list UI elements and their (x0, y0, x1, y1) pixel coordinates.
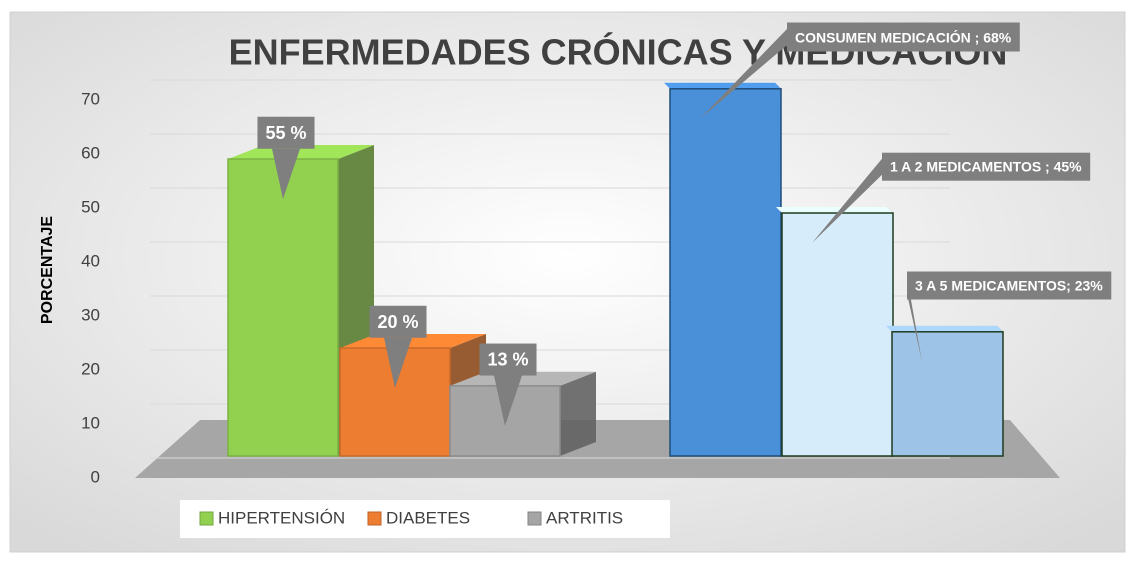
bar (449, 371, 596, 457)
y-tick-label: 0 (91, 467, 100, 486)
legend-swatch (527, 511, 542, 526)
legend-swatch (199, 511, 214, 526)
legend-label: ARTRITIS (546, 508, 623, 527)
data-label-box (882, 152, 1091, 181)
data-label-box (479, 343, 537, 376)
bar-front (227, 158, 339, 457)
bar-front (891, 331, 1004, 457)
bar (886, 325, 1004, 457)
y-tick-label: 40 (81, 251, 100, 270)
bar-top (664, 82, 781, 89)
data-label-pointer (384, 337, 412, 388)
y-tick-label: 20 (81, 359, 100, 378)
data-label-pointer (494, 375, 522, 426)
y-axis-label: PORCENTAJE (39, 216, 56, 324)
legend-box (180, 500, 670, 538)
data-label: 13 % (487, 350, 528, 370)
bar-top (886, 325, 1003, 332)
data-label-box (369, 305, 427, 338)
data-label-box (787, 22, 1020, 52)
bar (664, 82, 782, 457)
y-tick-label: 10 (81, 413, 100, 432)
bar (776, 207, 894, 457)
legend-label: HIPERTENSIÓN (218, 508, 345, 527)
data-label-pointer (272, 148, 300, 199)
data-label: 20 % (377, 312, 418, 332)
bar-top (776, 207, 893, 213)
y-tick-label: 30 (81, 305, 100, 324)
y-tick-label: 60 (81, 143, 100, 162)
y-tick-label: 70 (81, 89, 100, 108)
data-label: 55 % (265, 123, 306, 143)
legend-swatch (367, 511, 382, 526)
data-label-pointer (700, 29, 787, 119)
legend-label: DIABETES (386, 508, 470, 527)
data-label: 1 A 2 MEDICAMENTOS ; 45% (890, 159, 1082, 175)
bar-front (781, 212, 894, 457)
data-label-box (907, 271, 1112, 300)
data-label: 3 A 5 MEDICAMENTOS; 23% (915, 278, 1103, 294)
bar-front (669, 88, 782, 457)
data-label: CONSUMEN MEDICACIÓN ; 68% (795, 29, 1012, 46)
data-label-box (257, 116, 315, 149)
bar-side (560, 371, 596, 456)
data-label-pointer (812, 158, 882, 243)
y-tick-label: 50 (81, 197, 100, 216)
data-label-pointer (907, 277, 922, 362)
